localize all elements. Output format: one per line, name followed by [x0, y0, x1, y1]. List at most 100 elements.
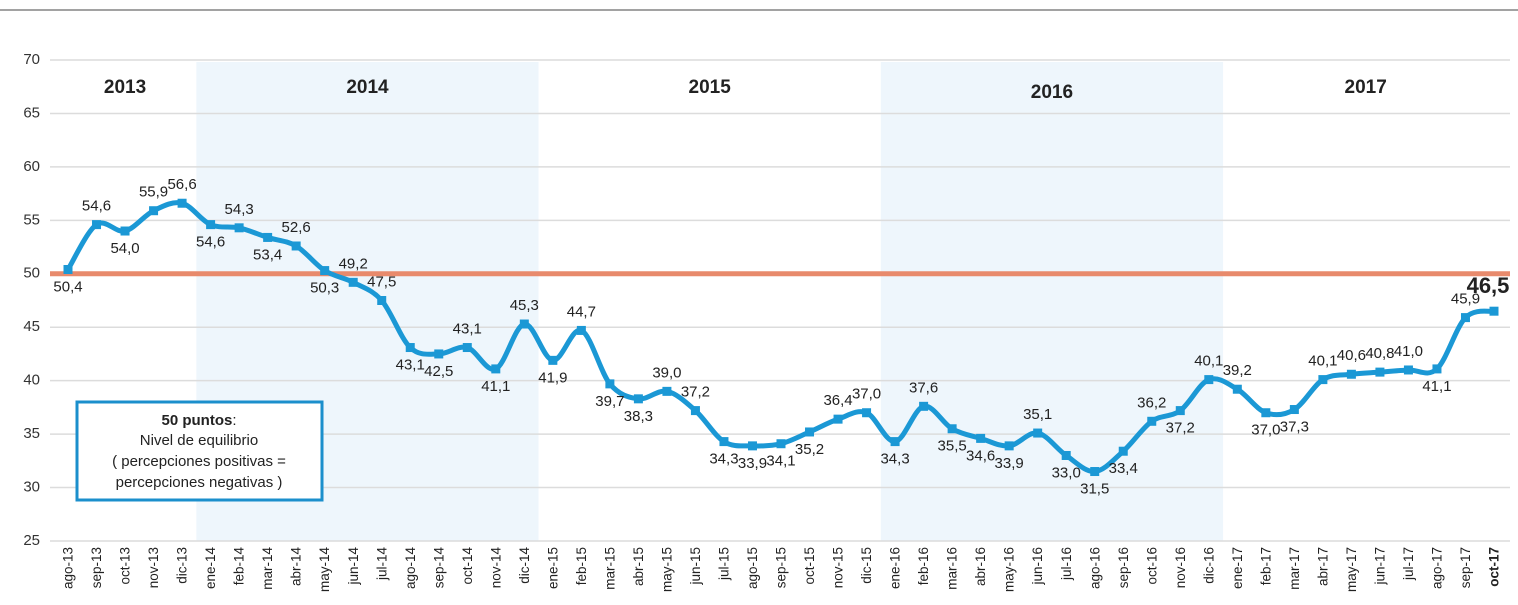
x-tick-label: feb-17	[1258, 547, 1273, 585]
x-tick-label: dic-13	[175, 547, 190, 584]
year-label: 2015	[689, 77, 732, 98]
value-label: 44,7	[567, 303, 596, 320]
x-tick-label: sep-17	[1458, 547, 1473, 588]
x-tick-label: mar-14	[260, 547, 275, 590]
annotation-line: ( percepciones positivas =	[112, 453, 286, 470]
x-tick-label: sep-13	[89, 547, 104, 588]
value-label: 40,1	[1308, 353, 1337, 370]
value-label: 53,4	[253, 246, 282, 263]
point-marker	[434, 349, 444, 359]
value-label: 52,6	[282, 219, 311, 236]
point-marker	[491, 364, 501, 374]
x-tick-label: dic-15	[859, 547, 874, 584]
value-label: 54,0	[110, 240, 139, 257]
value-label: 40,1	[1194, 353, 1223, 370]
value-label: 49,2	[339, 255, 368, 272]
value-label: 45,9	[1451, 291, 1480, 308]
value-label: 37,2	[681, 384, 710, 401]
point-marker	[1204, 375, 1214, 385]
annotation-line: Nivel de equilibrio	[140, 432, 258, 449]
point-marker	[1090, 467, 1100, 477]
value-label: 54,6	[196, 234, 225, 251]
x-tick-label: dic-16	[1201, 547, 1216, 584]
annotation-title: 50 puntos	[161, 412, 232, 429]
point-marker	[662, 386, 672, 396]
point-marker	[690, 406, 700, 416]
point-marker	[63, 265, 73, 275]
value-label: 38,3	[624, 408, 653, 425]
x-tick-label: ago-16	[1087, 547, 1102, 589]
point-marker	[1460, 313, 1470, 323]
value-label: 37,0	[852, 386, 881, 403]
value-label: 34,6	[966, 447, 995, 464]
value-label: 33,9	[995, 455, 1024, 472]
point-marker	[1489, 306, 1499, 316]
value-label: 39,2	[1223, 362, 1252, 379]
x-tick-label: jul-16	[1059, 547, 1074, 581]
point-marker	[348, 277, 358, 287]
point-marker	[548, 355, 558, 365]
year-band	[880, 62, 1224, 541]
x-tick-label: may-15	[659, 547, 674, 592]
value-label: 46,5	[1467, 273, 1510, 298]
x-tick-label: jul-14	[374, 547, 389, 582]
point-marker	[776, 439, 786, 449]
x-tick-label: nov-13	[146, 547, 161, 588]
value-label: 37,6	[909, 379, 938, 396]
value-label: 41,1	[1422, 378, 1451, 395]
x-tick-label: oct-13	[118, 547, 133, 585]
x-tick-label: may-17	[1344, 547, 1359, 592]
point-marker	[462, 343, 472, 353]
annotation-box: 50 puntos: Nivel de equilibrio ( percepc…	[75, 400, 324, 502]
y-tick-label: 40	[23, 372, 40, 389]
point-marker	[206, 220, 216, 230]
point-marker	[291, 241, 301, 251]
value-label: 42,5	[424, 363, 453, 380]
x-tick-label: oct-15	[802, 547, 817, 585]
x-tick-label: jul-17	[1401, 547, 1416, 581]
value-label: 39,0	[652, 364, 681, 381]
x-tick-label: ene-17	[1230, 547, 1245, 589]
value-label: 31,5	[1080, 480, 1109, 497]
point-marker	[377, 296, 387, 305]
x-tick-label: nov-14	[488, 547, 503, 589]
value-label: 40,8	[1365, 345, 1394, 362]
x-tick-label: abr-16	[973, 547, 988, 586]
x-tick-label: sep-16	[1116, 547, 1131, 588]
point-marker	[1175, 406, 1185, 416]
year-label: 2014	[346, 77, 389, 98]
point-marker	[719, 437, 729, 447]
value-label: 35,5	[938, 438, 967, 455]
annotation-frame	[75, 400, 324, 502]
point-marker	[234, 223, 244, 233]
value-label: 36,2	[1137, 394, 1166, 411]
year-label: 2017	[1345, 77, 1387, 98]
value-label: 45,3	[510, 297, 539, 314]
value-label: 35,1	[1023, 406, 1052, 423]
value-label: 33,0	[1052, 464, 1081, 481]
x-tick-label: feb-15	[574, 547, 589, 585]
value-label: 36,4	[823, 392, 852, 409]
point-marker	[120, 226, 130, 236]
point-marker	[1232, 384, 1242, 394]
value-label: 56,6	[167, 176, 196, 193]
annotation-line: percepciones negativas )	[116, 474, 283, 491]
point-marker	[320, 266, 330, 276]
year-label: 2016	[1031, 82, 1073, 103]
point-marker	[177, 198, 187, 208]
x-tick-label: abr-17	[1315, 547, 1330, 586]
value-label: 50,3	[310, 280, 339, 297]
point-marker	[605, 379, 615, 389]
x-tick-label: mar-16	[945, 547, 960, 590]
point-marker	[805, 427, 815, 437]
point-marker	[1375, 367, 1385, 377]
x-tick-label: nov-15	[831, 547, 846, 588]
point-marker	[1004, 441, 1014, 451]
value-label: 54,6	[82, 198, 111, 215]
x-tick-label: feb-16	[916, 547, 931, 585]
value-label: 41,1	[481, 378, 510, 395]
value-label: 50,4	[53, 278, 82, 295]
x-tick-label: mar-17	[1287, 547, 1302, 590]
value-label: 37,3	[1280, 418, 1309, 435]
